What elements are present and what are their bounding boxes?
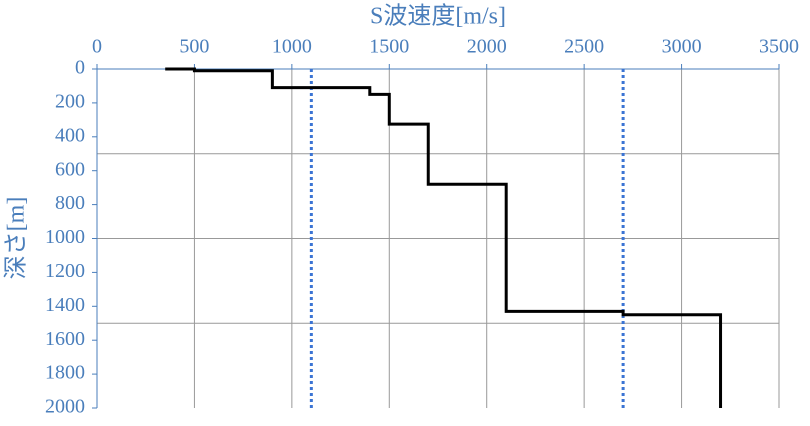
y-axis-title: 深さ[m]: [3, 197, 30, 280]
x-tick-label: 2500: [564, 36, 604, 58]
y-tick-label: 1600: [45, 328, 85, 350]
x-tick-label: 1500: [369, 36, 409, 58]
y-tick-label: 2000: [45, 396, 85, 418]
x-tick-label: 1000: [272, 36, 312, 58]
y-tick-label: 1000: [45, 226, 85, 248]
x-tick-label: 500: [179, 36, 209, 58]
y-tick-label: 400: [55, 124, 85, 146]
y-tick-label: 1800: [45, 362, 85, 384]
y-tick-label: 600: [55, 158, 85, 180]
x-tick-label: 3000: [662, 36, 702, 58]
x-tick-label: 2000: [467, 36, 507, 58]
x-tick-label: 3500: [759, 36, 799, 58]
y-tick-label: 200: [55, 90, 85, 112]
y-tick-label: 800: [55, 192, 85, 214]
x-tick-label: 0: [92, 36, 102, 58]
y-tick-label: 1400: [45, 294, 85, 316]
y-tick-label: 1200: [45, 260, 85, 282]
line: [165, 67, 723, 408]
x-axis-title: S波速度[m/s]: [370, 3, 506, 30]
y-tick-label: 0: [75, 57, 85, 79]
